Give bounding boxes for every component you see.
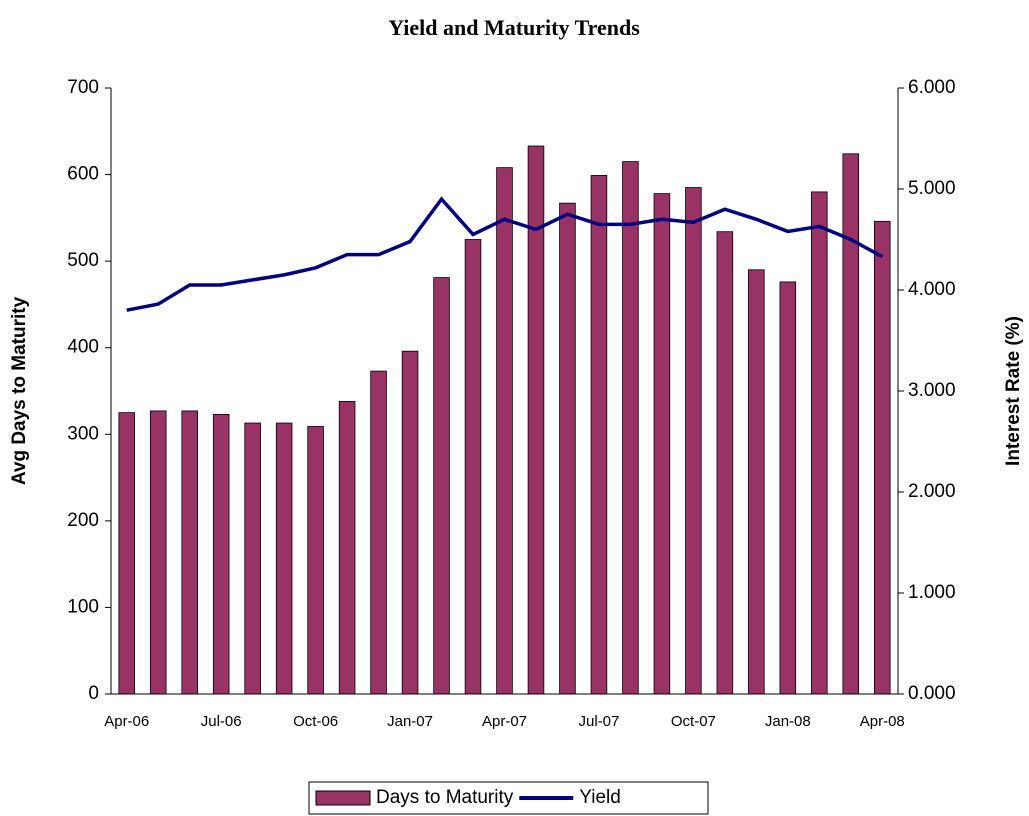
bar: [842, 153, 860, 695]
y2-tick-label: 3.000: [908, 380, 956, 401]
x-tick-label: Apr-07: [482, 713, 527, 730]
y2-tick-label: 4.000: [908, 279, 956, 300]
bar: [559, 202, 576, 695]
bar: [716, 231, 734, 695]
bar: [181, 410, 198, 695]
y-tick-label: 200: [67, 510, 99, 531]
x-tick-label: Oct-06: [293, 713, 338, 730]
y2-tick-label: 2.000: [908, 481, 956, 502]
bar: [873, 220, 891, 695]
bar: [496, 167, 513, 695]
x-tick-label: Apr-08: [860, 713, 905, 730]
bar: [433, 277, 450, 695]
y-axis-label: Avg Days to Maturity: [9, 296, 30, 485]
bar: [307, 426, 324, 695]
bar: [370, 370, 387, 695]
bar: [338, 400, 356, 695]
legend-label: Yield: [579, 787, 621, 808]
bar: [622, 161, 639, 695]
legend-swatch: [315, 790, 371, 806]
bar: [748, 269, 765, 695]
x-tick-label: Apr-06: [104, 713, 149, 730]
yield-line: [126, 196, 884, 312]
y-tick-label: 0: [88, 683, 99, 704]
y2-tick-label: 0.000: [908, 683, 956, 704]
x-tick-label: Jul-06: [201, 713, 242, 730]
y2-tick-label: 6.000: [908, 77, 956, 98]
bar: [779, 281, 797, 695]
y-tick-label: 500: [67, 250, 99, 271]
y-tick-label: 300: [67, 423, 99, 444]
bar: [244, 422, 261, 695]
bar: [590, 175, 608, 695]
x-tick-label: Jul-07: [579, 713, 620, 730]
bar: [149, 410, 167, 695]
bar: [401, 350, 419, 695]
x-tick-label: Jan-07: [387, 713, 433, 730]
x-tick-label: Oct-07: [671, 713, 716, 730]
bar: [212, 413, 230, 695]
x-tick-label: Jan-08: [765, 713, 811, 730]
bar: [811, 191, 828, 695]
y-tick-label: 700: [67, 77, 99, 98]
y2-axis-label: Interest Rate (%): [1003, 316, 1024, 466]
bar: [653, 193, 671, 695]
bar: [685, 187, 702, 695]
bar: [275, 422, 293, 695]
legend-label: Days to Maturity: [376, 787, 514, 808]
bar: [118, 412, 136, 695]
y2-tick-label: 1.000: [908, 582, 956, 603]
bar: [464, 239, 482, 695]
y-tick-label: 100: [67, 596, 99, 617]
y2-tick-label: 5.000: [908, 178, 956, 199]
y-tick-label: 400: [67, 337, 99, 358]
legend-box: [308, 781, 709, 815]
y-tick-label: 600: [67, 164, 99, 185]
chart-title: Yield and Maturity Trends: [388, 15, 640, 40]
